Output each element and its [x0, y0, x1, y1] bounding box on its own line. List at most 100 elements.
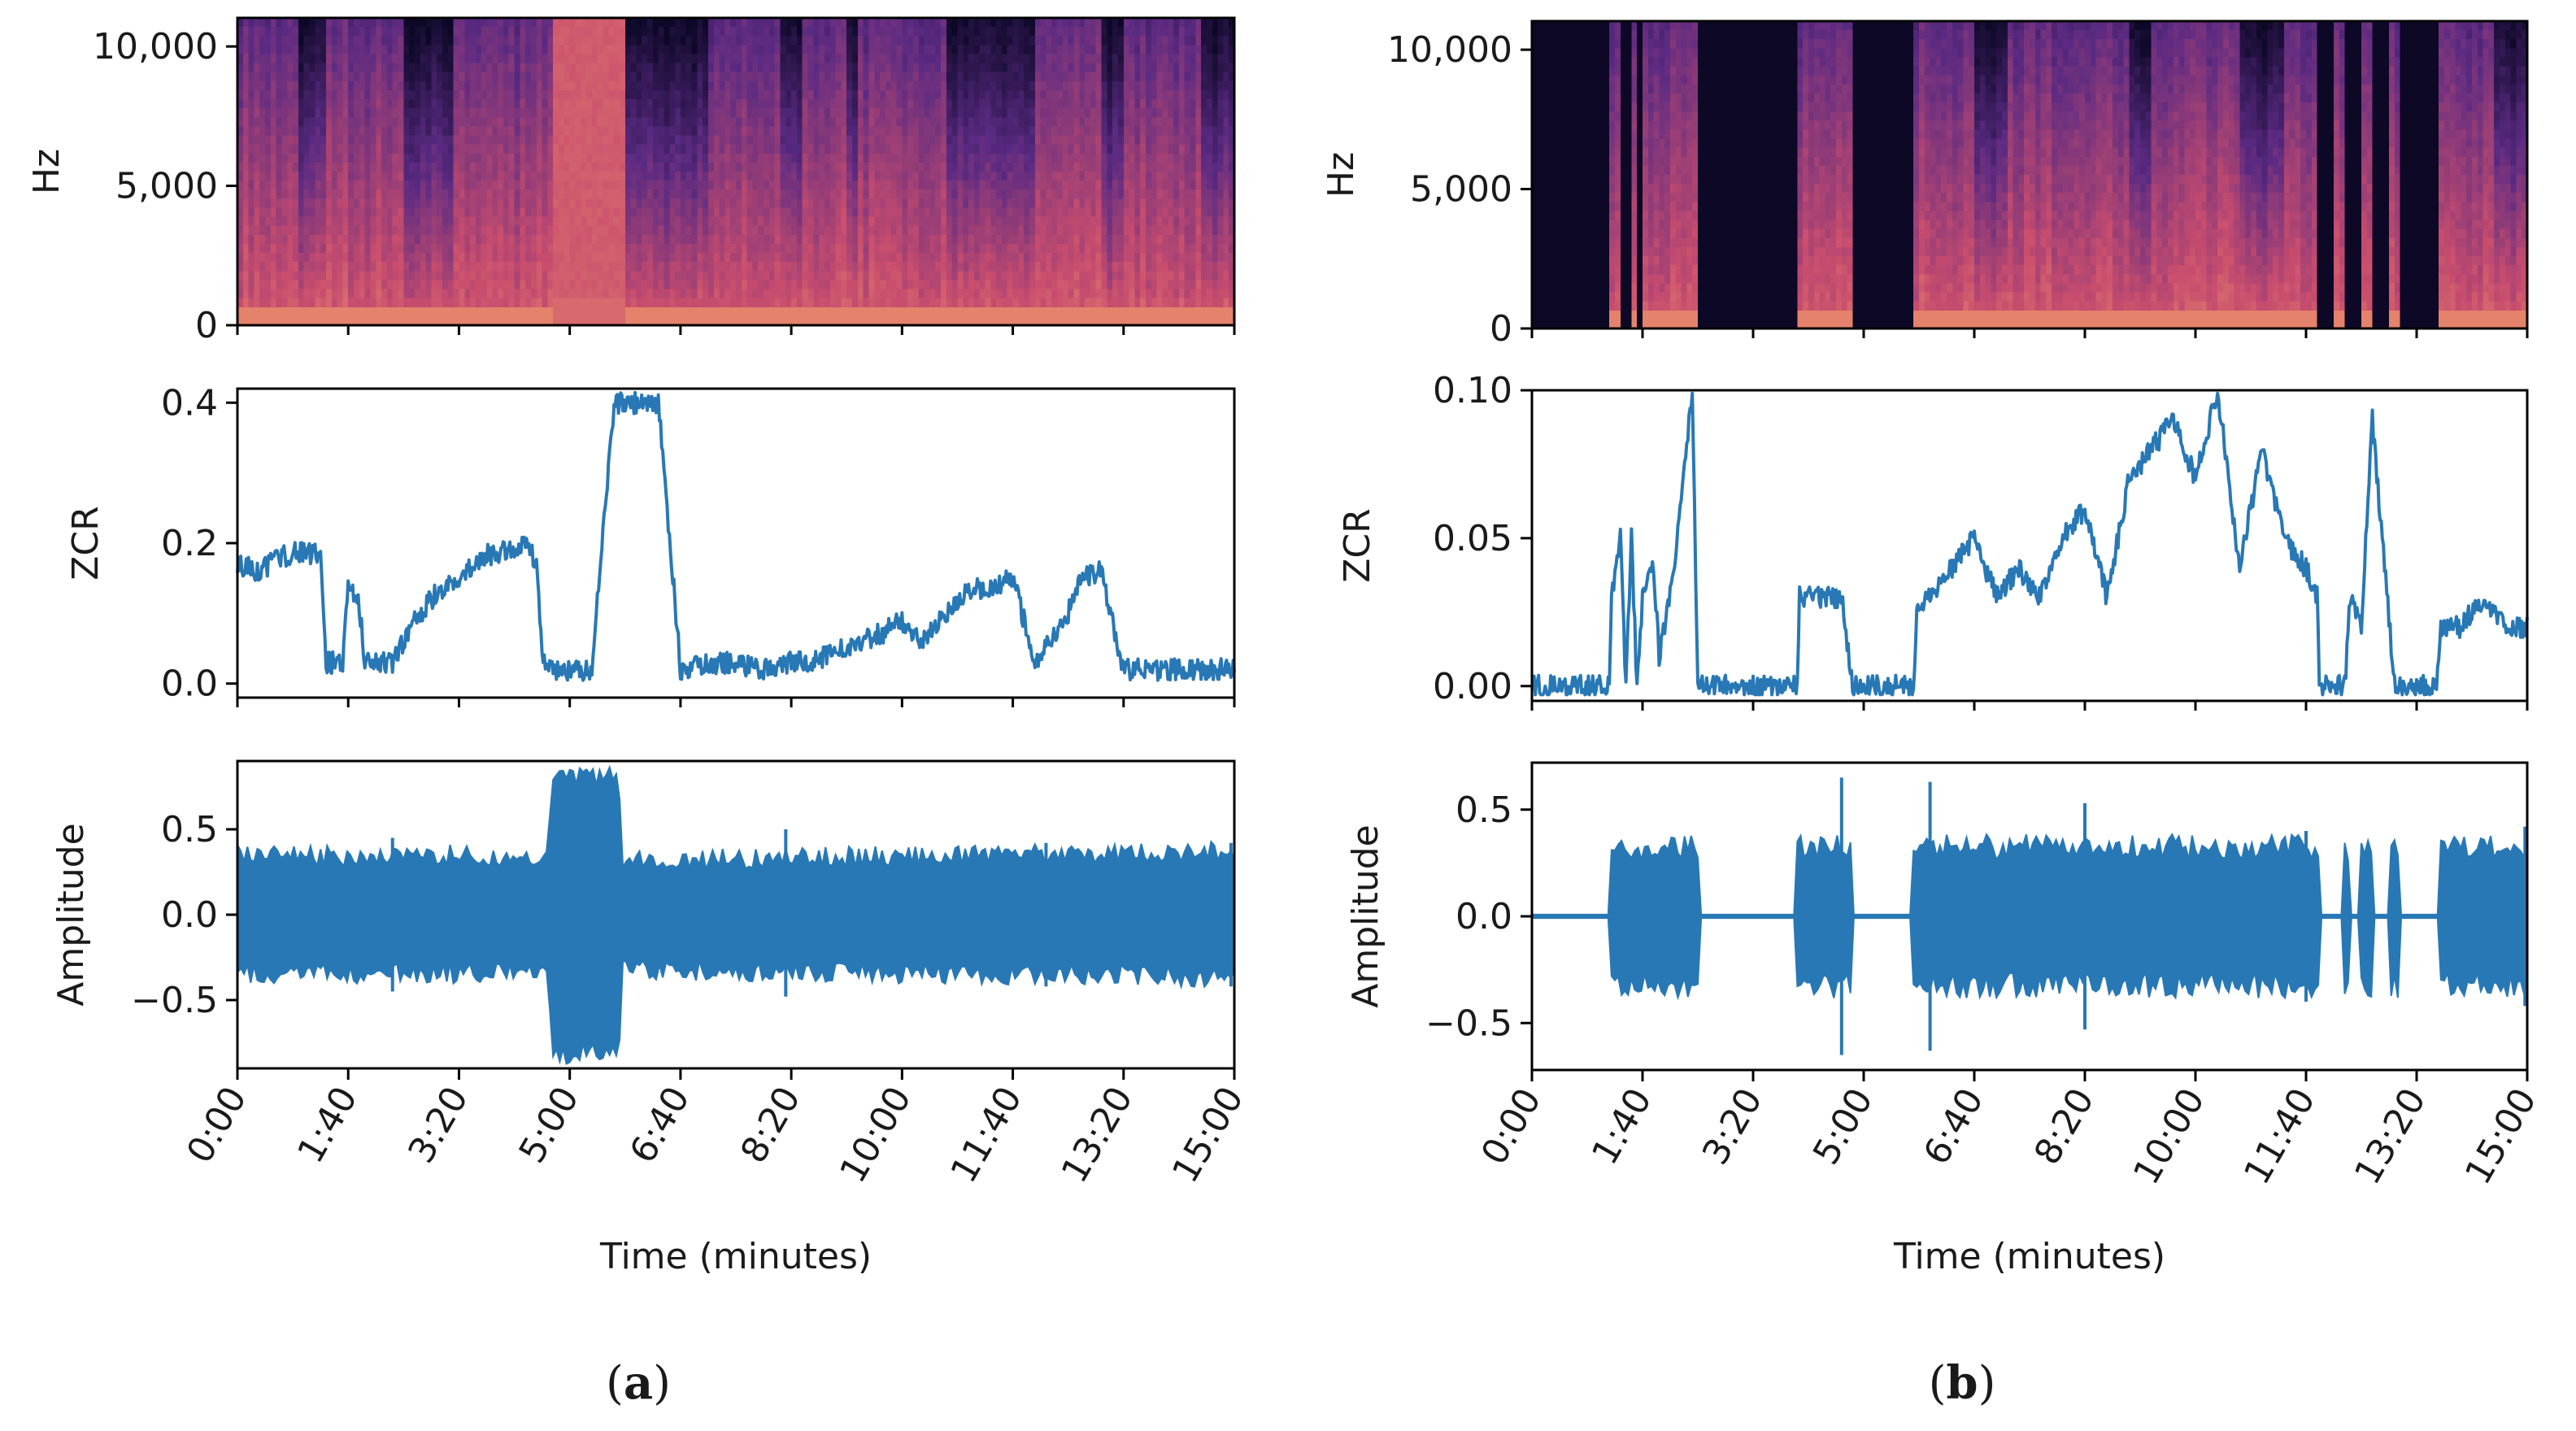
spectrogram-cell: [503, 243, 510, 254]
spectrogram-cell: [863, 80, 870, 91]
spectrogram-cell: [392, 54, 399, 64]
spectrogram-cell: [547, 89, 554, 100]
spectrogram-cell: [868, 63, 875, 73]
spectrogram-cell: [880, 253, 886, 263]
spectrogram-cell: [381, 289, 388, 299]
spectrogram-cell: [1012, 172, 1019, 181]
spectrogram-cell: [237, 162, 244, 172]
spectrogram-cell: [719, 253, 725, 263]
spectrogram-cell: [309, 262, 315, 272]
spectrogram-cell: [691, 108, 698, 118]
spectrogram-cell: [774, 280, 781, 290]
spectrogram-cell: [829, 108, 837, 118]
spectrogram-cell: [990, 45, 997, 55]
spectrogram-cell: [996, 262, 1003, 272]
spectrogram-cell: [929, 289, 936, 299]
spectrogram-cell: [525, 126, 532, 137]
spectrogram-cell: [1024, 234, 1030, 245]
spectrogram-cell: [331, 307, 338, 317]
spectrogram-cell: [963, 189, 969, 199]
spectrogram-cell: [880, 216, 886, 227]
spectrogram-cell: [254, 135, 260, 146]
spectrogram-cell: [437, 72, 443, 82]
spectrogram-cell: [857, 181, 864, 190]
spectrogram-cell: [348, 207, 355, 218]
spectrogram-cell: [941, 99, 947, 109]
spectrogram-cell: [559, 253, 565, 263]
spectrogram-cell: [736, 243, 742, 254]
spectrogram-cell: [420, 108, 427, 118]
spectrogram-cell: [752, 253, 759, 263]
spectrogram-cell: [675, 162, 681, 172]
spectrogram-cell: [276, 89, 283, 100]
spectrogram-cell: [376, 172, 382, 181]
spectrogram-cell: [559, 262, 565, 272]
spectrogram-cell: [315, 36, 321, 46]
spectrogram-cell: [315, 216, 321, 227]
spectrogram-cell: [242, 253, 250, 263]
spectrogram-cell: [298, 298, 305, 308]
spectrogram-cell: [498, 307, 504, 317]
spectrogram-cell: [768, 36, 776, 46]
spectrogram-cell: [420, 307, 427, 317]
spectrogram-cell: [392, 18, 399, 28]
spectrogram-cell: [724, 108, 731, 118]
spectrogram-cell: [486, 189, 493, 199]
spectrogram-cell: [492, 89, 498, 100]
spectrogram-cell: [1040, 135, 1047, 146]
spectrogram-cell: [918, 89, 925, 100]
spectrogram-cell: [431, 315, 437, 326]
spectrogram-cell: [470, 243, 476, 254]
spectrogram-cell: [713, 315, 720, 326]
spectrogram-cell: [437, 108, 443, 118]
spectrogram-cell: [941, 45, 947, 55]
spectrogram-cell: [409, 144, 416, 154]
spectrogram-cell: [1007, 63, 1014, 73]
spectrogram-cell: [564, 126, 571, 137]
spectrogram-cell: [642, 126, 648, 137]
spectrogram-cell: [857, 27, 864, 37]
spectrogram-cell: [420, 271, 427, 281]
spectrogram-cell: [287, 54, 294, 64]
spectrogram-cell: [354, 27, 360, 37]
spectrogram-cell: [464, 80, 471, 91]
spectrogram-cell: [647, 271, 654, 281]
spectrogram-cell: [680, 54, 687, 64]
spectrogram-cell: [525, 36, 532, 46]
spectrogram-cell: [963, 216, 969, 227]
spectrogram-cell: [254, 243, 260, 254]
spectrogram-cell: [642, 63, 648, 73]
spectrogram-cell: [508, 99, 516, 109]
spectrogram-cell: [924, 307, 930, 317]
spectrogram-cell: [741, 72, 748, 82]
spectrogram-cell: [337, 108, 344, 118]
spectrogram-cell: [337, 99, 344, 109]
spectrogram-cell: [857, 307, 864, 317]
spectrogram-cell: [664, 162, 670, 172]
spectrogram-cell: [508, 225, 516, 236]
spectrogram-cell: [1001, 198, 1008, 209]
spectrogram-cell: [996, 198, 1003, 209]
spectrogram-cell: [719, 225, 725, 236]
spectrogram-cell: [774, 144, 781, 154]
spectrogram-cell: [819, 63, 825, 73]
spectrogram-cell: [536, 280, 543, 290]
spectrogram-cell: [890, 253, 898, 263]
spectrogram-cell: [486, 298, 493, 308]
spectrogram-cell: [703, 198, 709, 209]
spectrogram-cell: [835, 80, 842, 91]
spectrogram-cell: [1029, 117, 1036, 128]
spectrogram-cell: [237, 189, 244, 199]
spectrogram-cell: [802, 262, 809, 272]
spectrogram-cell: [680, 18, 687, 28]
spectrogram-cell: [642, 144, 648, 154]
spectrogram-cell: [791, 135, 798, 146]
spectrogram-cell: [553, 72, 559, 82]
spectrogram-cell: [276, 153, 283, 163]
spectrogram-cell: [896, 72, 903, 82]
spectrogram-cell: [963, 198, 969, 209]
spectrogram-cell: [425, 99, 432, 109]
spectrogram-cell: [498, 181, 504, 190]
spectrogram-cell: [591, 307, 598, 317]
spectrogram-cell: [707, 289, 715, 299]
